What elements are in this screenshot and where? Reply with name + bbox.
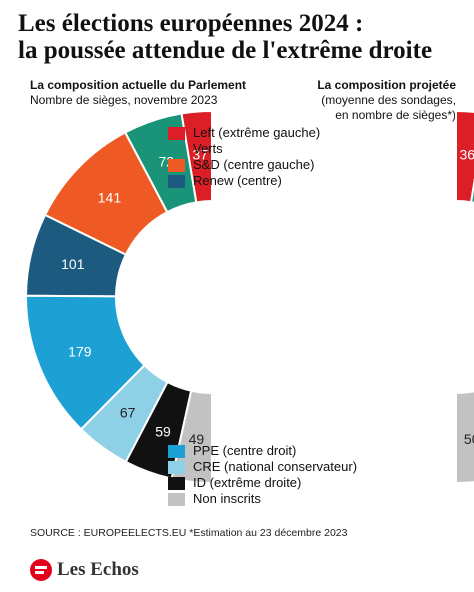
left-chart-value-label-sd: 141 [98,189,122,205]
right-chart-value-label-non-inscrits: 50 [464,431,474,447]
legend-bottom-item-id: ID (extrême droite) [168,475,357,491]
legend-bottom-item-cre: CRE (national conservateur) [168,459,357,475]
legend-top-item-verts: Verts [168,141,320,157]
legend-label: Renew (centre) [193,173,282,188]
legend-bottom: PPE (centre droit) CRE (national conserva… [168,443,357,507]
legend-label: CRE (national conservateur) [193,459,358,474]
left-chart-value-label-id: 59 [155,423,171,439]
right-chart-slice-verts [469,177,474,204]
legend-label: S&D (centre gauche) [193,157,315,172]
legend-label: Left (extrême gauche) [193,125,321,140]
left-chart-subtitle: Nombre de sièges, novembre 2023 [30,93,218,107]
legend-swatch [168,444,185,458]
legend-top: Left (extrême gauche) Verts S&D (centre ga… [168,125,320,189]
title-line-1: Les élections européennes 2024 : [18,10,364,37]
legend-label: Verts [193,141,223,156]
legend-swatch [168,158,185,172]
right-chart-donut: 364914284179819350 [455,109,474,485]
left-chart-slice-non-inscrits [170,389,213,485]
title-line-2: la poussée attendue de l'extrême droite [18,37,433,64]
legend-label: ID (extrême droite) [193,475,302,490]
legend-swatch [168,476,185,490]
left-chart-title: La composition actuelle du Parlement [30,78,247,92]
legend-bottom-item-ppe: PPE (centre droit) [168,443,357,459]
legend-top-item-left: Left (extrême gauche) [168,125,320,141]
legend-label: Non inscrits [193,491,261,506]
legend-swatch [168,174,185,188]
right-chart-title: La composition projetée [317,78,456,92]
les-echos-logo: Les Echos [30,559,139,581]
source-note: SOURCE : EUROPEELECTS.EU *Estimation au … [30,527,348,539]
legend-top-item-renew: Renew (centre) [168,173,320,189]
legend-bottom-item-ni: Non inscrits [168,491,357,507]
left-chart-value-label-ppe: 179 [68,344,92,360]
left-chart-value-label-cre: 67 [120,405,136,421]
right-chart-value-label-left: 36 [460,146,474,162]
legend-swatch [168,492,185,506]
right-chart-subtitle-1: (moyenne des sondages, [321,93,456,107]
les-echos-logo-icon [30,559,52,581]
left-chart-value-label-renew: 101 [61,256,85,272]
legend-label: PPE (centre droit) [193,443,297,458]
legend-swatch [168,460,185,474]
legend-top-item-sd: S&D (centre gauche) [168,157,320,173]
left-chart-header: La composition actuelle du Parlement Nom… [30,78,246,108]
right-chart-header: La composition projetée (moyenne des son… [317,78,456,123]
left-chart-value-label-non-inscrits: 49 [189,431,205,447]
legend-swatch [168,142,185,156]
left-chart-value-label-left: 37 [192,146,208,162]
right-chart-slice-non-inscrits [455,390,474,485]
right-chart-subtitle-2: en nombre de sièges*) [335,108,456,122]
chart-title: Les élections européennes 2024 : la pous… [18,10,458,64]
legend-swatch [168,126,185,140]
logo-text: Les Echos [57,559,139,580]
